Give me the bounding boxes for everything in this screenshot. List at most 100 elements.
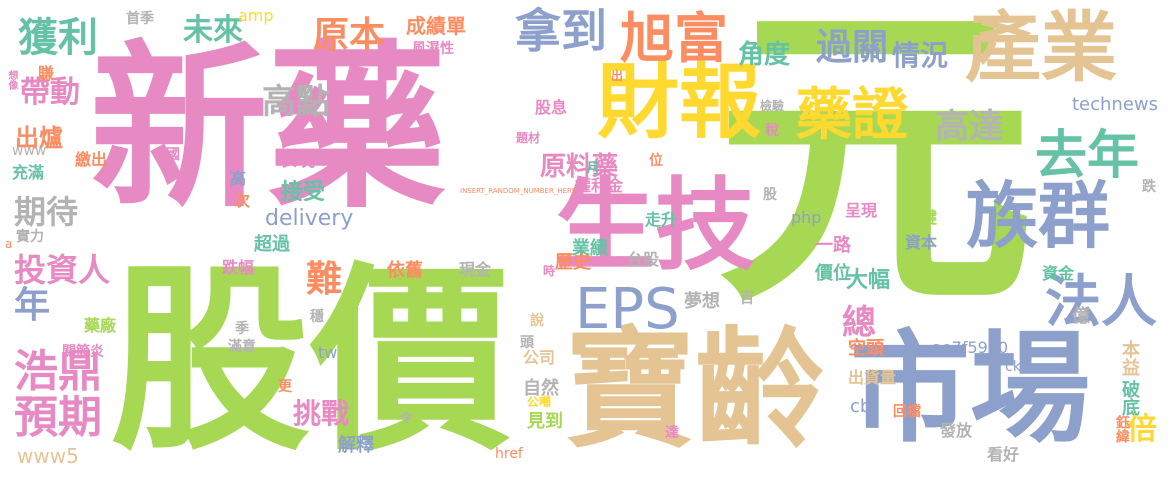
- word-cloud-word: www: [12, 143, 47, 159]
- word-cloud-word: 高達: [935, 107, 1003, 147]
- word-cloud-word: 位: [649, 153, 663, 169]
- word-cloud-word: 旭富: [620, 7, 728, 70]
- word-cloud-word: 成績單: [406, 14, 466, 38]
- word-cloud-word: 想像: [6, 70, 17, 90]
- word-cloud-word: 破底: [1119, 380, 1140, 416]
- word-cloud-word: 公司: [523, 348, 556, 367]
- word-cloud-word: 實力: [16, 229, 44, 245]
- word-cloud-word: 原本: [313, 15, 386, 56]
- word-cloud-word: 跌幅: [222, 258, 255, 277]
- word-cloud-word: 中國: [152, 147, 180, 163]
- word-cloud-word: 預期: [14, 392, 102, 443]
- word-cloud-word: php: [791, 208, 822, 227]
- word-cloud-word: 資本: [905, 233, 938, 252]
- word-cloud-word: 空頭: [848, 338, 884, 359]
- word-cloud-word: 年: [14, 285, 51, 326]
- word-cloud-word: EPS: [575, 277, 680, 342]
- word-cloud-word: 股: [763, 187, 777, 203]
- word-cloud-word: 寶齡: [565, 314, 826, 466]
- word-cloud-word: technews: [1072, 94, 1159, 115]
- word-cloud-word: 滿意: [228, 339, 256, 355]
- word-cloud-word: 首季: [126, 11, 154, 27]
- word-cloud-word: ck: [1005, 359, 1021, 375]
- word-cloud-word: 期待: [14, 193, 79, 231]
- word-cloud-word: 未來: [183, 13, 243, 48]
- word-cloud-word: www5: [17, 444, 79, 468]
- word-cloud-word: 檢驗: [760, 99, 785, 113]
- word-cloud-word: 業績: [572, 238, 608, 259]
- word-cloud-word: 生技: [555, 167, 755, 284]
- word-cloud-word: 出爐: [15, 124, 63, 152]
- word-cloud-word: 一路: [815, 235, 851, 256]
- word-cloud-word: 回檔: [893, 404, 921, 420]
- word-cloud-word: a: [5, 237, 13, 251]
- word-cloud-word: 資金: [1042, 264, 1075, 283]
- word-cloud-word: 依舊: [387, 260, 423, 281]
- word-cloud-word: 達: [665, 425, 679, 441]
- word-cloud-word: 歷史: [555, 252, 591, 273]
- word-cloud-word: 浩鼎: [14, 346, 102, 397]
- word-cloud-word: ae7f5990: [932, 338, 1009, 357]
- word-cloud-word: 夢想: [684, 291, 720, 312]
- word-cloud-word: 季: [235, 321, 249, 337]
- word-cloud-word: 表現: [279, 150, 315, 171]
- word-cloud-word: 頭: [520, 335, 534, 351]
- word-cloud-word: href: [495, 446, 523, 462]
- word-cloud-word: 股息: [535, 98, 568, 117]
- word-cloud-word: 過關: [816, 27, 889, 68]
- word-cloud-word: amp: [238, 6, 274, 25]
- word-cloud-word: 說: [530, 313, 544, 329]
- word-cloud-word: INSERT_RANDOM_NUMBER_HERE: [460, 187, 577, 195]
- word-cloud-word: 現金: [459, 260, 492, 279]
- word-cloud-word: 關節炎: [62, 344, 104, 360]
- word-cloud-word: 總: [842, 303, 876, 343]
- word-cloud-word: 公噸: [527, 395, 552, 409]
- word-cloud-word: 賺: [38, 64, 55, 83]
- word-cloud-word: 時: [543, 264, 556, 278]
- word-cloud-word: 難: [306, 259, 343, 300]
- word-cloud-word: 高: [227, 170, 246, 186]
- word-cloud-word: 穩: [310, 309, 324, 325]
- word-cloud-word: 產業: [965, 3, 1117, 92]
- word-cloud-word: 高點: [262, 82, 330, 122]
- word-cloud-word: 繳出: [75, 150, 108, 169]
- word-cloud-word: 去年: [1035, 126, 1140, 186]
- word-cloud-word: 倍: [1127, 412, 1157, 447]
- word-cloud-word: 更: [278, 379, 292, 395]
- word-cloud-word: 拿到: [515, 4, 607, 58]
- word-cloud-word: 本益: [1119, 340, 1140, 376]
- word-cloud-word: 挑戰: [293, 397, 350, 430]
- word-cloud-word: delivery: [265, 206, 354, 231]
- word-cloud-word: tw: [318, 343, 338, 362]
- word-cloud-word: 權利金: [575, 176, 624, 195]
- word-cloud-word: 百: [740, 291, 754, 307]
- word-cloud-word: 新藥: [90, 25, 446, 232]
- word-cloud-word: 角度: [738, 40, 791, 70]
- word-cloud-word: 法人: [1045, 270, 1157, 335]
- word-cloud-word: 帶動: [20, 75, 80, 110]
- word-cloud-word: 解釋: [338, 435, 374, 456]
- word-cloud-word: 充滿: [12, 163, 45, 182]
- word-cloud-word: 出: [611, 69, 624, 83]
- word-cloud-word: 價位: [815, 263, 851, 284]
- word-cloud-word: 族群: [966, 174, 1111, 258]
- word-cloud-word: cb: [850, 396, 872, 417]
- word-cloud-word: 呈現: [845, 201, 878, 220]
- word-cloud-word: 元: [715, 0, 1035, 346]
- word-cloud-word: 出貨量: [848, 368, 897, 387]
- word-cloud-word: 億: [1072, 306, 1090, 327]
- word-cloud-word: 跌: [1142, 179, 1156, 195]
- word-cloud-word: 自然: [523, 378, 559, 399]
- word-cloud-word: 大幅: [846, 268, 891, 293]
- word-cloud-word: 走升: [645, 210, 678, 229]
- word-cloud-word: 接受: [281, 180, 326, 205]
- word-cloud-word: 關鍵: [905, 208, 938, 227]
- word-cloud-word: 月: [586, 161, 600, 177]
- word-cloud-word: 股價: [110, 245, 511, 478]
- word-cloud-word: 投資人: [14, 251, 111, 289]
- word-cloud-word: 原料藥: [540, 152, 619, 182]
- word-cloud-word: 財報: [597, 55, 762, 150]
- word-cloud-word: 稅: [765, 123, 779, 139]
- word-cloud-word: 看好: [987, 445, 1020, 464]
